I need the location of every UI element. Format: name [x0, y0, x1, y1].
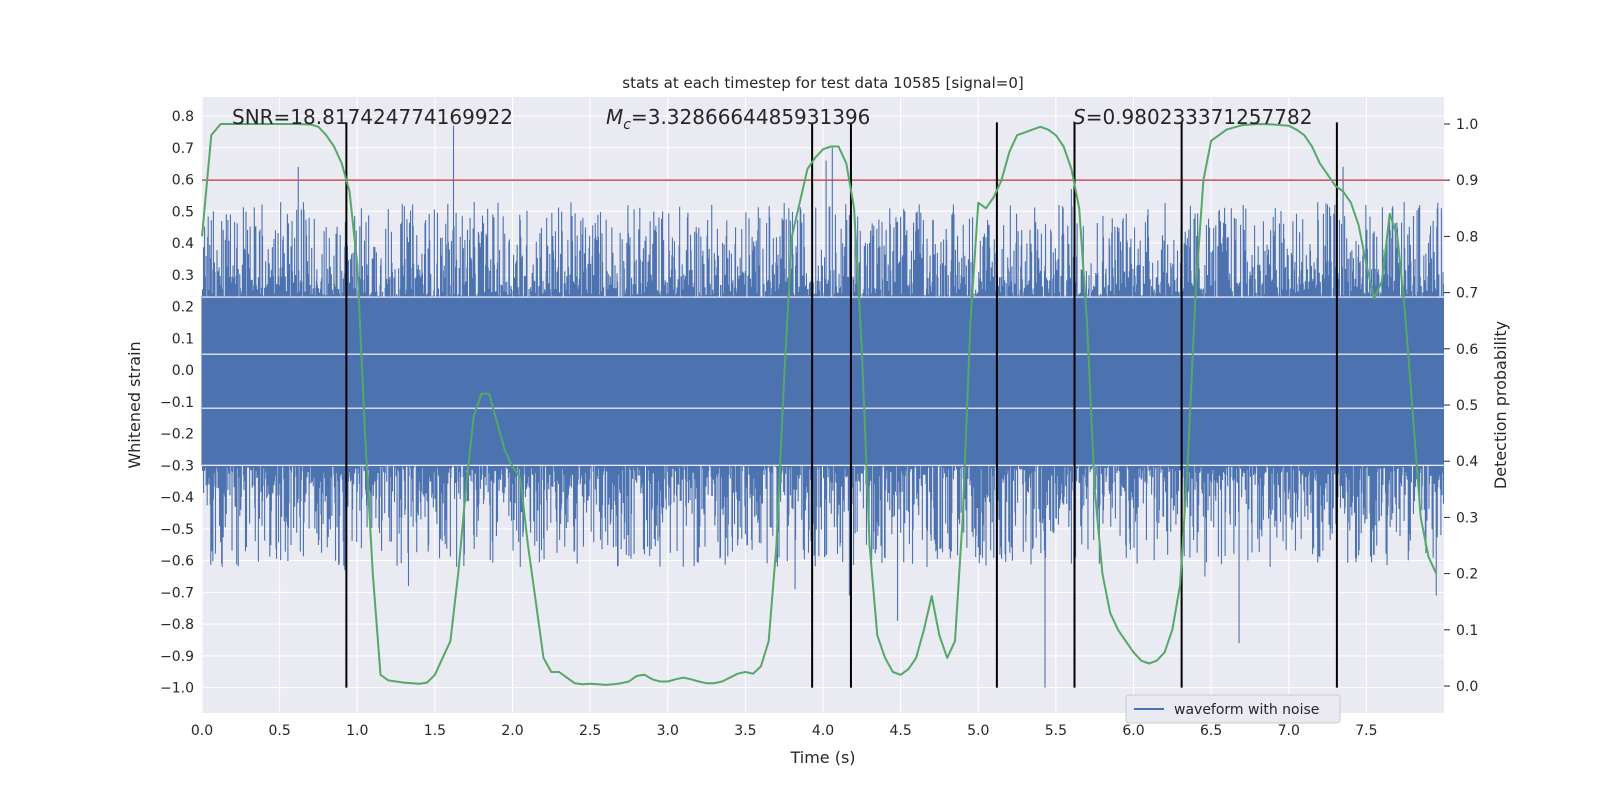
x-tick-label: 0.0 — [191, 723, 213, 739]
x-tick-label: 5.5 — [1045, 723, 1067, 739]
y-tick-label: 0.8 — [172, 109, 194, 125]
x-tick-label: 0.5 — [268, 723, 290, 739]
snr-annotation: SNR=18.817424774169922 — [232, 105, 513, 129]
event-markers — [202, 122, 1444, 688]
significance-symbol: S — [1073, 105, 1086, 129]
y2-tick-label: 0.9 — [1456, 173, 1478, 189]
x-tick-label: 7.0 — [1278, 723, 1300, 739]
y-tick-label: 0.3 — [172, 268, 194, 284]
axis-ticks: 0.0 0.5 1.0 1.5 2.0 2.5 3.0 3.5 4.0 4.5 5.0 5.5 6.0 6… — [160, 109, 1478, 739]
y-tick-label: −0.4 — [160, 490, 194, 506]
y-tick-label: −0.2 — [160, 427, 194, 443]
y-axis-label: Whitened strain — [125, 341, 144, 468]
x-tick-label: 3.0 — [657, 723, 679, 739]
y2-tick-label: 1.0 — [1456, 117, 1478, 133]
y-tick-label: 0.4 — [172, 236, 194, 252]
x-tick-label: 1.0 — [346, 723, 368, 739]
legend-box — [1125, 694, 1341, 724]
x-tick-label: 5.0 — [967, 723, 989, 739]
chirp-mass-value: =3.3286664485931396 — [631, 105, 870, 129]
chirp-mass-annotation: Mc=3.3286664485931396 — [606, 105, 870, 133]
y-tick-label: −0.8 — [160, 617, 194, 633]
y2-tick-label: 0.2 — [1456, 567, 1478, 583]
x-tick-label: 2.5 — [579, 723, 601, 739]
x-tick-label: 4.5 — [889, 723, 911, 739]
y-tick-label: −1.0 — [160, 681, 194, 697]
y2-tick-label: 0.3 — [1456, 510, 1478, 526]
y-tick-label: 0.2 — [172, 300, 194, 316]
y2-tick-label: 0.1 — [1456, 623, 1478, 639]
y2-tick-label: 0.0 — [1456, 679, 1478, 695]
y-tick-label: −0.6 — [160, 554, 194, 570]
x-tick-label: 6.5 — [1200, 723, 1222, 739]
y-tick-label: −0.9 — [160, 649, 194, 665]
legend-label: waveform with noise — [1174, 702, 1319, 718]
y2-tick-label: 0.4 — [1456, 454, 1478, 470]
y-tick-label: −0.7 — [160, 585, 194, 601]
y-tick-label: 0.6 — [172, 173, 194, 189]
significance-annotation: S=0.980233371257782 — [1073, 105, 1312, 129]
x-axis-label: Time (s) — [789, 748, 855, 767]
x-tick-label: 3.5 — [734, 723, 756, 739]
y-tick-label: 0.0 — [172, 363, 194, 379]
x-tick-label: 2.0 — [501, 723, 523, 739]
significance-value: =0.980233371257782 — [1086, 105, 1313, 129]
legend: waveform with noise — [1125, 694, 1341, 724]
x-tick-label: 6.0 — [1122, 723, 1144, 739]
chirp-mass-subscript: c — [623, 117, 631, 133]
y2-tick-label: 0.5 — [1456, 398, 1478, 414]
y-tick-label: 0.1 — [172, 331, 194, 347]
detection-probability-line — [201, 123, 1438, 686]
y2-axis-label: Detection probability — [1491, 321, 1510, 489]
y-tick-label: −0.5 — [160, 522, 194, 538]
x-tick-label: 4.0 — [812, 723, 834, 739]
x-tick-label: 1.5 — [424, 723, 446, 739]
chirp-mass-symbol: M — [606, 105, 623, 129]
y2-tick-label: 0.6 — [1456, 342, 1478, 358]
waveform-core-band — [202, 297, 1444, 466]
chart-title: stats at each timestep for test data 105… — [622, 74, 1023, 92]
waveform-series — [201, 125, 1445, 688]
y2-tick-label: 0.8 — [1456, 229, 1478, 245]
y-tick-label: −0.1 — [160, 395, 194, 411]
y-tick-label: 0.7 — [172, 141, 194, 157]
x-tick-label: 7.5 — [1355, 723, 1377, 739]
y-tick-label: −0.3 — [160, 458, 194, 474]
y2-tick-label: 0.7 — [1456, 286, 1478, 302]
probability-series — [201, 123, 1438, 686]
y-tick-label: 0.5 — [172, 204, 194, 220]
